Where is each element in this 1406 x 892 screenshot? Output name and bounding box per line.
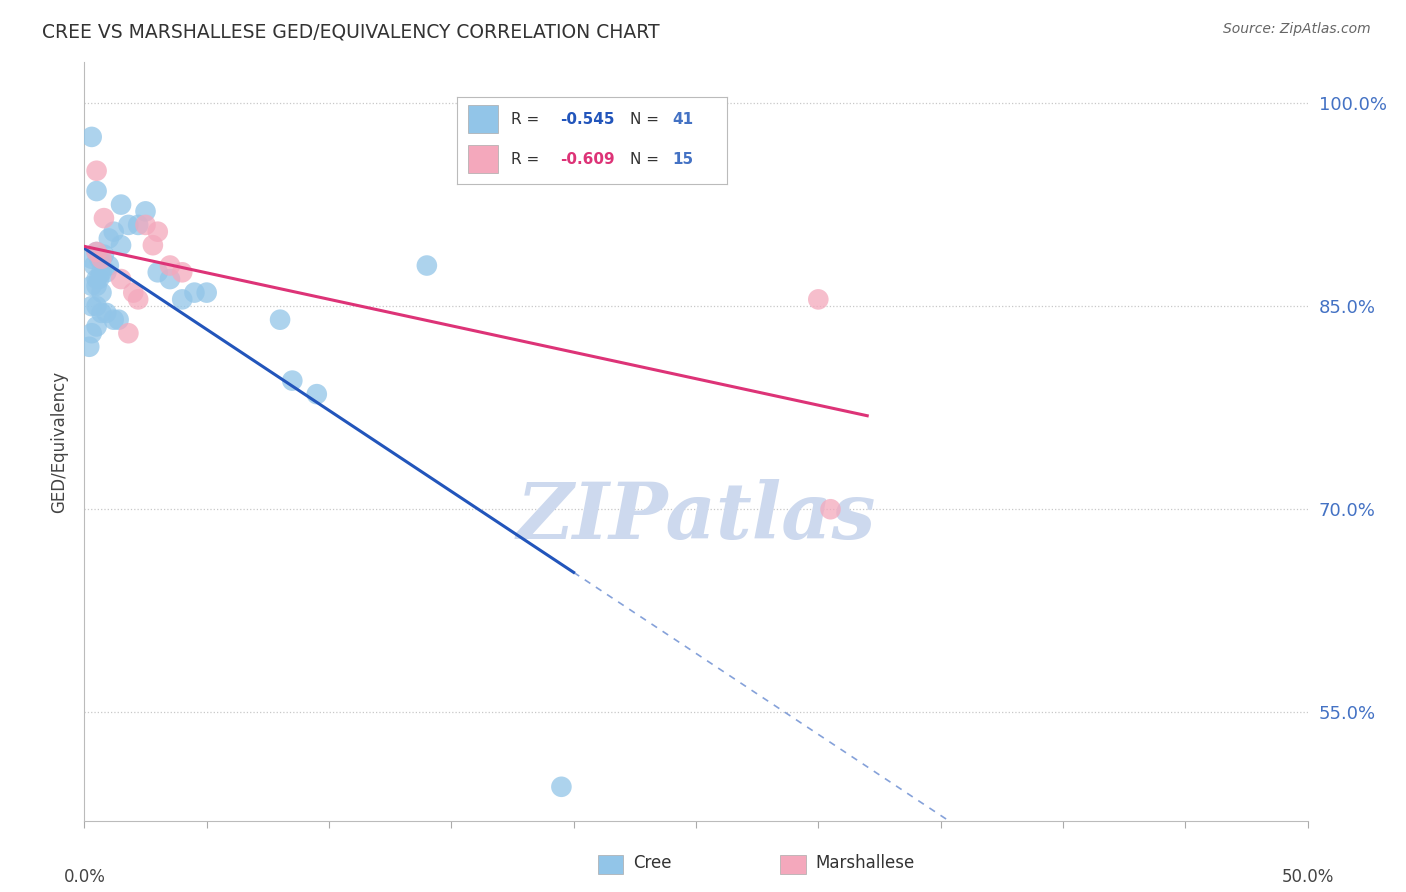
Point xyxy=(87,252,110,266)
Point xyxy=(127,293,149,307)
Point xyxy=(142,238,165,252)
Point xyxy=(146,265,169,279)
Point xyxy=(135,218,157,232)
Point xyxy=(807,293,830,307)
Point xyxy=(86,184,108,198)
Point xyxy=(80,129,103,144)
Point xyxy=(127,218,149,232)
Point xyxy=(86,272,108,286)
Text: Marshallese: Marshallese xyxy=(815,855,915,872)
Point xyxy=(117,218,139,232)
Point xyxy=(96,306,118,320)
Point xyxy=(103,312,125,326)
Point xyxy=(90,265,112,279)
Point xyxy=(86,278,108,293)
Point xyxy=(80,299,103,313)
Bar xyxy=(598,855,623,874)
Point xyxy=(172,265,194,279)
Bar xyxy=(780,855,806,874)
Text: CREE VS MARSHALLESE GED/EQUIVALENCY CORRELATION CHART: CREE VS MARSHALLESE GED/EQUIVALENCY CORR… xyxy=(42,22,659,41)
Point xyxy=(90,285,112,300)
Point xyxy=(93,248,115,262)
Text: ZIPatlas: ZIPatlas xyxy=(516,479,876,556)
Point xyxy=(86,244,108,259)
Point xyxy=(90,252,112,266)
Point xyxy=(97,259,120,273)
Point xyxy=(80,252,103,266)
Point xyxy=(820,502,842,516)
Point xyxy=(135,204,157,219)
Point xyxy=(117,326,139,341)
Point xyxy=(550,780,572,794)
Point xyxy=(97,231,120,245)
Point xyxy=(110,197,132,211)
Point xyxy=(281,374,304,388)
Point xyxy=(90,306,112,320)
Point xyxy=(172,293,194,307)
Point xyxy=(86,319,108,334)
Point xyxy=(159,259,181,273)
Point xyxy=(87,272,110,286)
Point xyxy=(110,272,132,286)
Point xyxy=(86,299,108,313)
Point xyxy=(122,285,145,300)
Point xyxy=(269,312,291,326)
Point xyxy=(80,326,103,341)
Text: Cree: Cree xyxy=(633,855,671,872)
Point xyxy=(107,312,129,326)
Point xyxy=(83,259,105,273)
Point xyxy=(305,387,328,401)
Point xyxy=(86,163,108,178)
Point xyxy=(93,211,115,226)
Point xyxy=(96,265,118,279)
Point xyxy=(77,340,100,354)
Text: 50.0%: 50.0% xyxy=(1281,868,1334,886)
Y-axis label: GED/Equivalency: GED/Equivalency xyxy=(51,370,69,513)
Point xyxy=(110,238,132,252)
Point xyxy=(103,225,125,239)
Point xyxy=(195,285,218,300)
Text: 0.0%: 0.0% xyxy=(63,868,105,886)
Point xyxy=(86,244,108,259)
Point xyxy=(416,259,439,273)
Point xyxy=(183,285,205,300)
Point xyxy=(146,225,169,239)
Point xyxy=(159,272,181,286)
Text: Source: ZipAtlas.com: Source: ZipAtlas.com xyxy=(1223,22,1371,37)
Point xyxy=(80,278,103,293)
